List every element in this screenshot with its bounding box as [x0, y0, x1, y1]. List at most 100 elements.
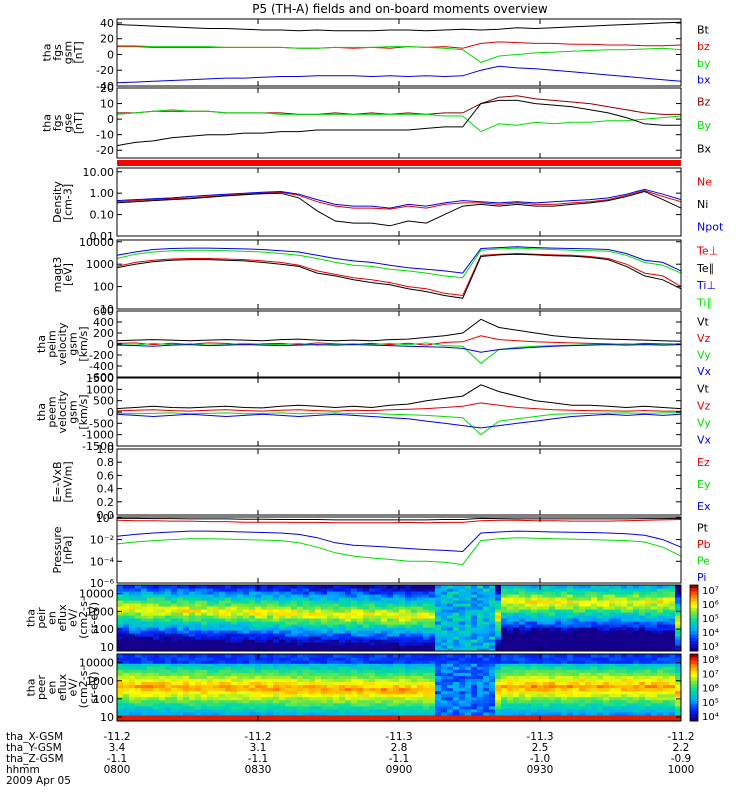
y-axis-label: eflux [56, 673, 69, 701]
date-label: 2009 Apr 05 [6, 775, 71, 787]
colorbar-tick-label: 10³ [702, 642, 719, 653]
y-axis-label: Pressure [51, 526, 64, 573]
panel-frame [116, 377, 682, 447]
y-axis-label: [nPa] [61, 536, 74, 564]
colorbar-tick-label: 10⁸ [702, 655, 719, 666]
y-tick-label: -20 [96, 144, 114, 157]
x-axis-value: -0.9 [671, 753, 692, 765]
x-axis-row-label: tha_Z-GSM [6, 753, 64, 765]
colorbar-tick-label: 10⁴ [702, 712, 719, 723]
y-tick-label: 0.6 [97, 469, 115, 482]
legend-entry: Vx [697, 365, 712, 378]
y-tick-label: 10000 [79, 236, 114, 249]
y-tick-label: -1000 [82, 429, 114, 442]
y-tick-label: 10 [100, 303, 114, 316]
y-axis-label: peim [46, 330, 59, 358]
y-axis-label: tha [40, 114, 53, 132]
y-axis-label: eflux [56, 604, 69, 632]
series-line-temp [116, 246, 682, 274]
x-axis-value: 2.8 [391, 742, 408, 754]
y-axis-label: sr-eV) [88, 602, 101, 634]
y-axis-label: peir [35, 607, 48, 629]
series-line-density [116, 188, 682, 209]
y-axis-label: [km/s] [77, 326, 90, 361]
series-line-ve [116, 402, 682, 412]
panel-frame [116, 87, 682, 159]
y-axis-label: [km/s] [77, 394, 90, 429]
y-tick-label: -400 [89, 360, 114, 373]
spectrogram-ion_spec [117, 585, 681, 651]
y-tick-label: 100 [93, 623, 114, 636]
y-axis-label: eV/ [67, 609, 80, 627]
spectrogram-ele_spec [117, 654, 681, 721]
y-tick-label: 0.01 [90, 230, 115, 243]
legend-entry: Ti∥ [696, 296, 712, 309]
x-axis-row-label: hhmm [6, 764, 40, 776]
panel-frame [116, 448, 682, 516]
y-tick-label: -10 [96, 129, 114, 142]
x-axis-value: -11.2 [244, 731, 271, 743]
legend-entry: bx [697, 74, 711, 87]
y-axis-label: tha [25, 678, 38, 696]
y-axis-label: fgs [51, 114, 64, 131]
x-axis-value: -1.1 [389, 753, 410, 765]
y-tick-label: 0.10 [90, 209, 115, 222]
y-axis-label: [nT] [72, 112, 85, 134]
x-axis-value: 3.4 [109, 742, 126, 754]
series-line-ve [116, 413, 682, 429]
y-tick-label: 0 [107, 48, 114, 61]
y-axis-label: (cm2-s- [77, 597, 90, 639]
y-tick-label: 1000 [86, 605, 114, 618]
y-axis-label: magt3 [51, 257, 64, 293]
x-axis-value: -1.1 [248, 753, 269, 765]
legend-entry: Vz [697, 332, 711, 345]
x-axis-block: tha_X-GSM -11.2 -11.2 -11.3 -11.3 -11.2 tha_Y-… [6, 731, 695, 787]
y-tick-label: 1000 [86, 383, 114, 396]
legend-entry: Pb [697, 538, 711, 551]
series-line-density [116, 190, 682, 210]
series-line-vi [116, 344, 682, 353]
y-axis-label: [mV/m] [61, 461, 74, 502]
y-tick-label: 10⁻⁶ [90, 577, 115, 590]
legend-entry: Ex [697, 500, 711, 513]
panel-ele_spec: 10⁸ 10⁷ 10⁶ 10⁵ 10⁴ 10000 1000 100 10 thapeerenef… [25, 653, 719, 724]
y-axis-label: velocity [56, 322, 69, 365]
x-axis-value: -11.2 [103, 731, 130, 743]
y-tick-label: 10 [100, 711, 114, 724]
series-line-temp [116, 247, 682, 279]
x-axis-value: -1.0 [530, 753, 551, 765]
y-axis-label: sr-eV) [88, 671, 101, 703]
y-axis-label: tha [40, 43, 53, 61]
y-axis-label: gsm [67, 400, 80, 423]
x-axis-row-label: tha_Y-GSM [6, 742, 62, 754]
y-tick-label: 1.00 [90, 187, 115, 200]
y-tick-label: 10⁰ [96, 512, 115, 525]
colorbar-ele_spec: 10⁸ 10⁷ 10⁶ 10⁵ 10⁴ [689, 653, 719, 723]
y-tick-label: 500 [93, 395, 114, 408]
colorbar-tick-label: 10⁶ [702, 684, 719, 695]
legend-entry: Vt [697, 315, 710, 328]
y-tick-label: 0 [107, 406, 114, 419]
x-axis-value: -11.3 [526, 731, 553, 743]
x-axis-value: -1.1 [107, 753, 128, 765]
legend-entry: Vx [697, 434, 712, 447]
colorbar-tick-label: 10⁷ [702, 669, 719, 680]
y-tick-label: 0 [107, 113, 114, 126]
series-line-bgsm [117, 41, 682, 49]
legend-entry: Ey [697, 478, 711, 491]
y-tick-label: 200 [93, 327, 114, 340]
y-tick-label: 20 [100, 33, 114, 46]
y-tick-label: 600 [93, 305, 114, 318]
colorbar-tick-label: 10⁵ [702, 698, 719, 709]
legend-entry: Vy [697, 417, 711, 430]
y-tick-label: 1.0 [97, 443, 115, 456]
x-axis-row-label: tha_X-GSM [6, 731, 63, 743]
y-axis-label: Density [51, 181, 64, 223]
y-tick-label: -20 [96, 64, 114, 77]
y-axis-label: tha [35, 403, 48, 421]
y-tick-label: 0.2 [97, 496, 115, 509]
y-axis-label: peem [46, 396, 59, 427]
